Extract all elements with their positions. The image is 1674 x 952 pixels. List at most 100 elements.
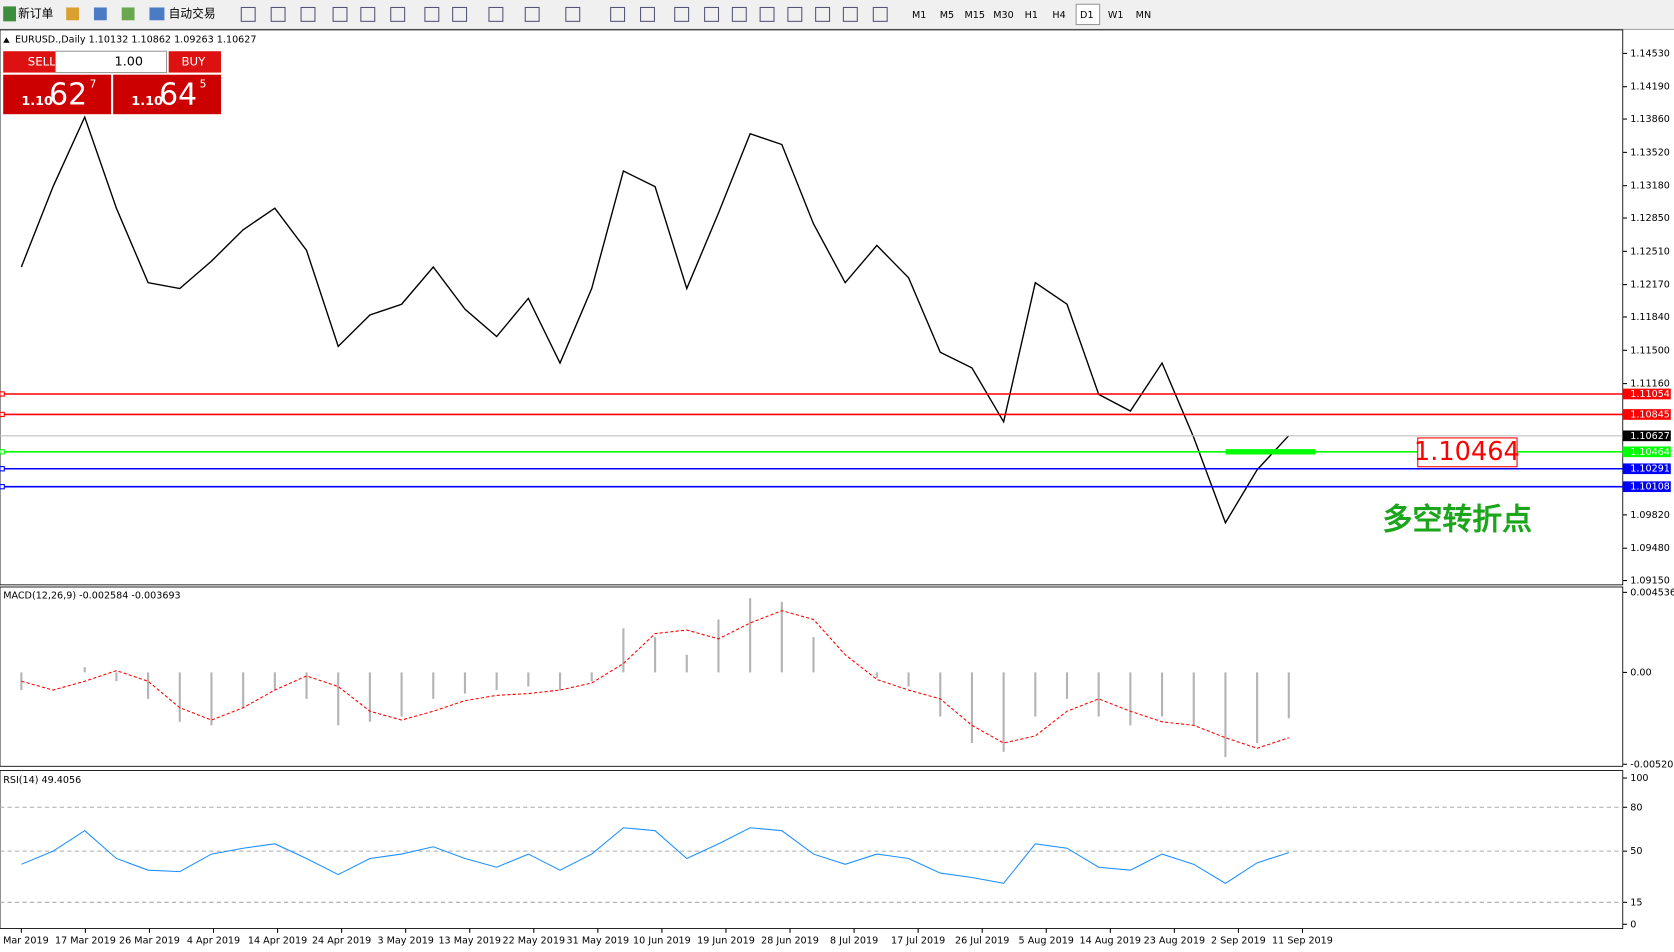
toolbar-icon[interactable] [240,6,256,22]
toolbar-icon[interactable] [759,6,775,22]
toolbar-icon[interactable] [300,6,316,22]
macd-panel [0,586,1624,767]
y-tick-label: 15 [1630,897,1642,908]
tool-icon[interactable] [66,7,80,21]
level-handle [0,449,5,455]
price-line [20,115,1290,525]
x-tick-label: 26 Mar 2019 [119,935,180,946]
macd-signal [21,610,1289,749]
annotation-price: 1.10464 [1414,437,1520,467]
x-tick-label: 31 May 2019 [567,935,630,946]
rsi-line [21,827,1289,884]
toolbar-icon[interactable] [270,6,286,22]
buy-button[interactable] [168,51,221,73]
new-order-button[interactable]: 新订单 [18,6,53,20]
sell-price-box[interactable] [3,74,112,115]
timeframe-button[interactable]: M15 [964,10,985,21]
annotation-box [1417,437,1518,468]
toolbar [0,0,1674,30]
current-price-label: 1.10627 [1630,431,1670,442]
timeframe-button[interactable]: H4 [1052,10,1065,21]
toolbar-icon[interactable] [565,6,581,22]
level-tag [1622,446,1671,458]
toolbar-icon[interactable] [390,6,406,22]
sell-price-main: 62 [49,78,87,113]
y-tick-label: 1.11500 [1630,345,1670,356]
x-tick-label: 10 Jun 2019 [633,935,691,946]
level-tag [1622,463,1671,475]
buy-price-prefix: 1.10 [131,94,163,109]
rsi-title: RSI(14) 49.4056 [3,775,81,786]
y-tick-label: 0.00 [1630,667,1651,678]
tool-icon[interactable] [93,7,107,21]
toolbar-icons [240,6,888,22]
timeframe-button[interactable]: D1 [1080,10,1094,21]
toolbar-icon[interactable] [731,6,747,22]
y-tick-label: 1.12850 [1630,213,1670,224]
toolbar-icon[interactable] [610,6,626,22]
y-tick-label: 1.11160 [1630,379,1670,390]
y-tick-label: 1.12510 [1630,246,1670,257]
lot-input[interactable] [54,50,168,74]
toolbar-icon[interactable] [815,6,831,22]
toolbar-icon[interactable] [488,6,504,22]
x-tick-label: 17 Jul 2019 [891,935,945,946]
y-tick-label: 1.12170 [1630,280,1670,291]
toolbar-icon[interactable] [360,6,376,22]
timeframe-button[interactable]: W1 [1108,10,1124,21]
rsi-panel [0,770,1624,929]
y-tick-label: 1.09480 [1630,543,1670,554]
toolbar-icon[interactable] [332,6,348,22]
y-tick-label: -0.005205 [1630,759,1674,770]
auto-trading-icon[interactable] [149,7,165,21]
x-tick-label: 24 Apr 2019 [312,935,371,946]
y-tick-label: 1.13180 [1630,181,1670,192]
y-tick-label: 1.09820 [1630,510,1670,521]
x-tick-label: 3 May 2019 [377,935,433,946]
auto-trading-button[interactable]: 自动交易 [169,6,216,20]
timeframe-button[interactable]: H1 [1025,10,1038,21]
buy-label[interactable]: BUY [181,54,206,68]
buy-price-main: 64 [159,78,197,113]
timeframe-button[interactable]: M1 [912,10,926,21]
toolbar-icon[interactable] [842,6,858,22]
x-tick-label: 19 Jun 2019 [697,935,755,946]
toolbar-icon[interactable] [674,6,690,22]
level-tag [1622,481,1671,493]
current-price-tag [1622,430,1671,442]
x-tick-label: 2 Sep 2019 [1211,935,1266,946]
toolbar-icon[interactable] [424,6,440,22]
level-handle [0,411,5,418]
tool-icon[interactable] [121,7,135,21]
timeframe-button[interactable]: M30 [993,10,1014,21]
toolbar-icon[interactable] [524,6,540,22]
x-tick-label: 11 Sep 2019 [1272,935,1333,946]
x-tick-label: 14 Aug 2019 [1080,935,1141,946]
toolbar-icon[interactable] [704,6,720,22]
active-timeframe [1075,3,1101,26]
toolbar-icon[interactable] [872,6,888,22]
x-tick-label: 13 May 2019 [438,935,501,946]
timeframe-button[interactable]: MN [1136,10,1151,21]
level-tag [1622,388,1671,400]
lot-value[interactable]: 1.00 [115,54,144,69]
x-tick-label: 5 Aug 2019 [1019,935,1074,946]
level-handle [0,391,5,397]
timeframe-button[interactable]: M5 [940,10,954,21]
toolbar-icon[interactable] [640,6,655,22]
y-tick-label: 100 [1630,773,1648,784]
x-tick-label: 8 Jul 2019 [830,935,878,946]
x-tick-label: 22 May 2019 [503,935,566,946]
buy-price-box[interactable] [113,74,221,115]
y-tick-label: 1.09150 [1630,576,1670,587]
toolbar-icon[interactable] [787,6,803,22]
macd-title: MACD(12,26,9) -0.002584 -0.003693 [3,591,180,602]
level-handle [0,484,5,490]
toolbar-icon[interactable] [452,6,468,22]
y-tick-label: 1.13520 [1630,147,1670,158]
new-order-icon[interactable] [3,6,17,22]
level-label: 1.11054 [1630,389,1670,400]
sell-label[interactable]: SELL [28,54,56,68]
